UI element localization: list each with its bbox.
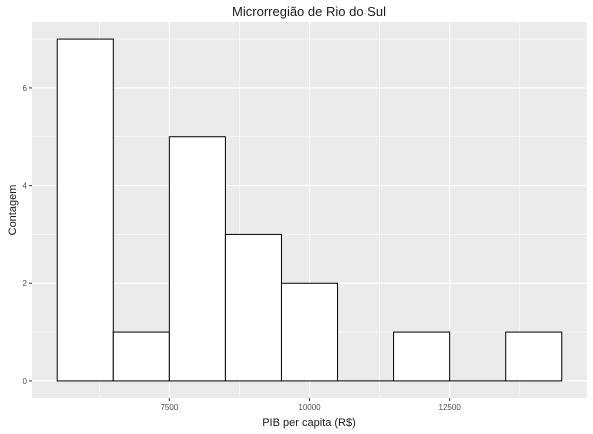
histogram-bars	[56, 38, 563, 382]
y-tick-label: 0	[23, 377, 28, 386]
histogram-bar	[224, 233, 282, 382]
y-axis-ticks: 0 2 4 6	[23, 84, 32, 386]
y-axis-title: Contagem	[7, 185, 19, 236]
histogram-bar	[56, 38, 114, 382]
chart-title: Microrregião de Rio do Sul	[232, 4, 386, 19]
histogram-bar	[112, 331, 170, 382]
x-tick-label: 7500	[160, 403, 178, 412]
y-tick-label: 4	[23, 182, 28, 191]
histogram-bar	[280, 282, 339, 382]
histogram-bar	[393, 331, 451, 382]
x-axis-ticks: 7500 10000 12500	[160, 398, 461, 412]
x-axis-title: PIB per capita (R$)	[262, 417, 356, 429]
y-tick-label: 6	[23, 84, 28, 93]
x-tick-label: 10000	[298, 403, 321, 412]
histogram-bar	[168, 136, 226, 382]
y-tick-label: 2	[23, 279, 28, 288]
x-tick-label: 12500	[439, 403, 462, 412]
histogram-bar	[505, 331, 563, 382]
